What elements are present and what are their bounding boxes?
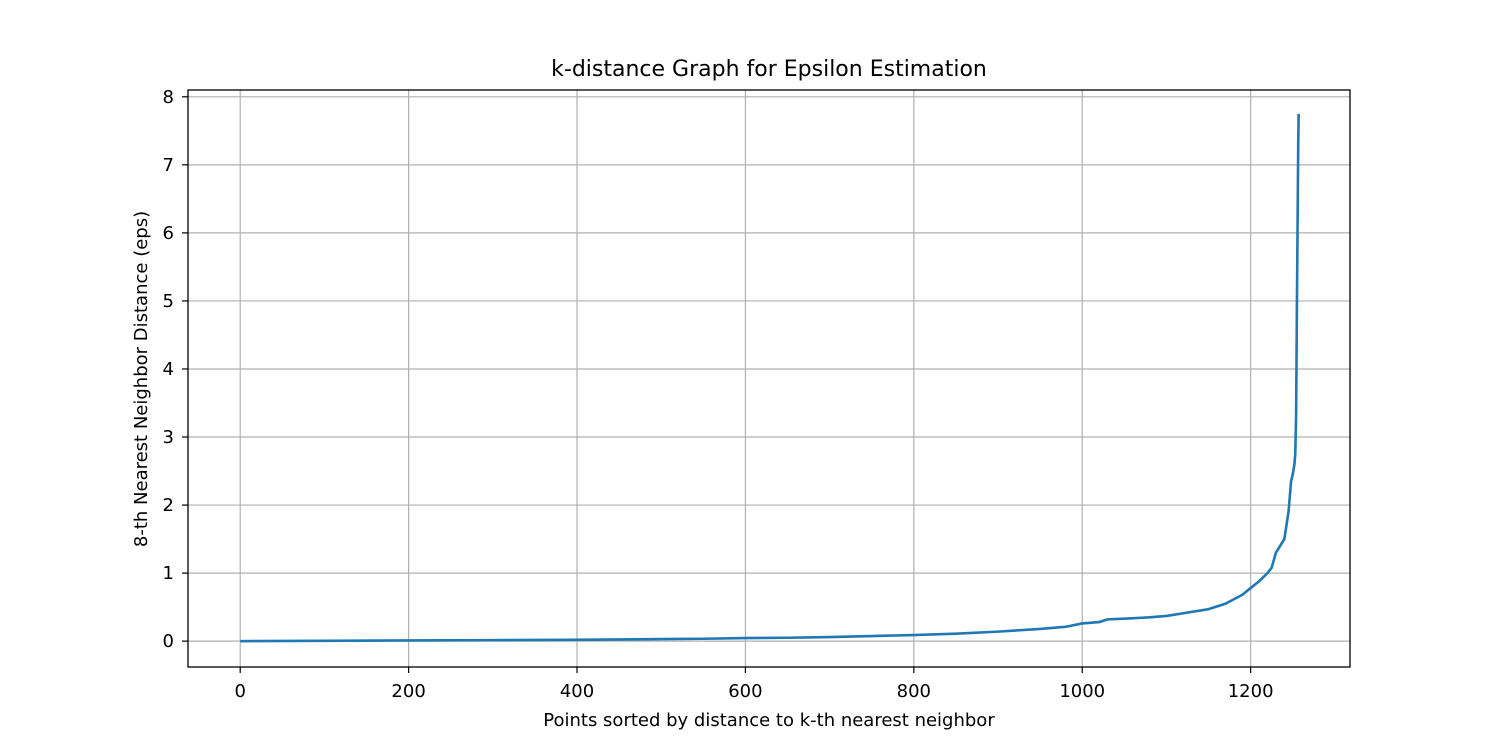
x-tick-label: 1200 xyxy=(1228,681,1274,702)
y-tick-label: 2 xyxy=(163,495,174,516)
x-tick-label: 600 xyxy=(728,681,762,702)
y-tick-label: 4 xyxy=(163,359,174,380)
y-tick-label: 1 xyxy=(163,563,174,584)
y-tick-label: 8 xyxy=(163,87,174,108)
y-tick-label: 7 xyxy=(163,155,174,176)
plot-frame xyxy=(187,89,1351,668)
x-tick-label: 1000 xyxy=(1059,681,1105,702)
x-tick-label: 0 xyxy=(234,681,245,702)
plot-lines xyxy=(240,113,1300,643)
x-tick-label: 200 xyxy=(391,681,425,702)
y-axis-label: 8-th Nearest Neighbor Distance (eps) xyxy=(131,211,152,547)
y-tick-label: 3 xyxy=(163,427,174,448)
x-axis-label: Points sorted by distance to k-th neares… xyxy=(543,710,995,731)
y-tick-label: 6 xyxy=(163,223,174,244)
x-axis-ticks: 0 200 400 600 800 1000 1200 xyxy=(234,667,1274,702)
y-tick-label: 5 xyxy=(163,291,174,312)
series-line xyxy=(240,113,1300,643)
chart-title: k-distance Graph for Epsilon Estimation xyxy=(551,57,987,82)
x-tick-label: 400 xyxy=(560,681,594,702)
y-tick-label: 0 xyxy=(163,631,174,652)
y-axis-ticks: 0 1 2 3 4 5 6 7 8 xyxy=(163,87,188,652)
x-tick-label: 800 xyxy=(897,681,931,702)
